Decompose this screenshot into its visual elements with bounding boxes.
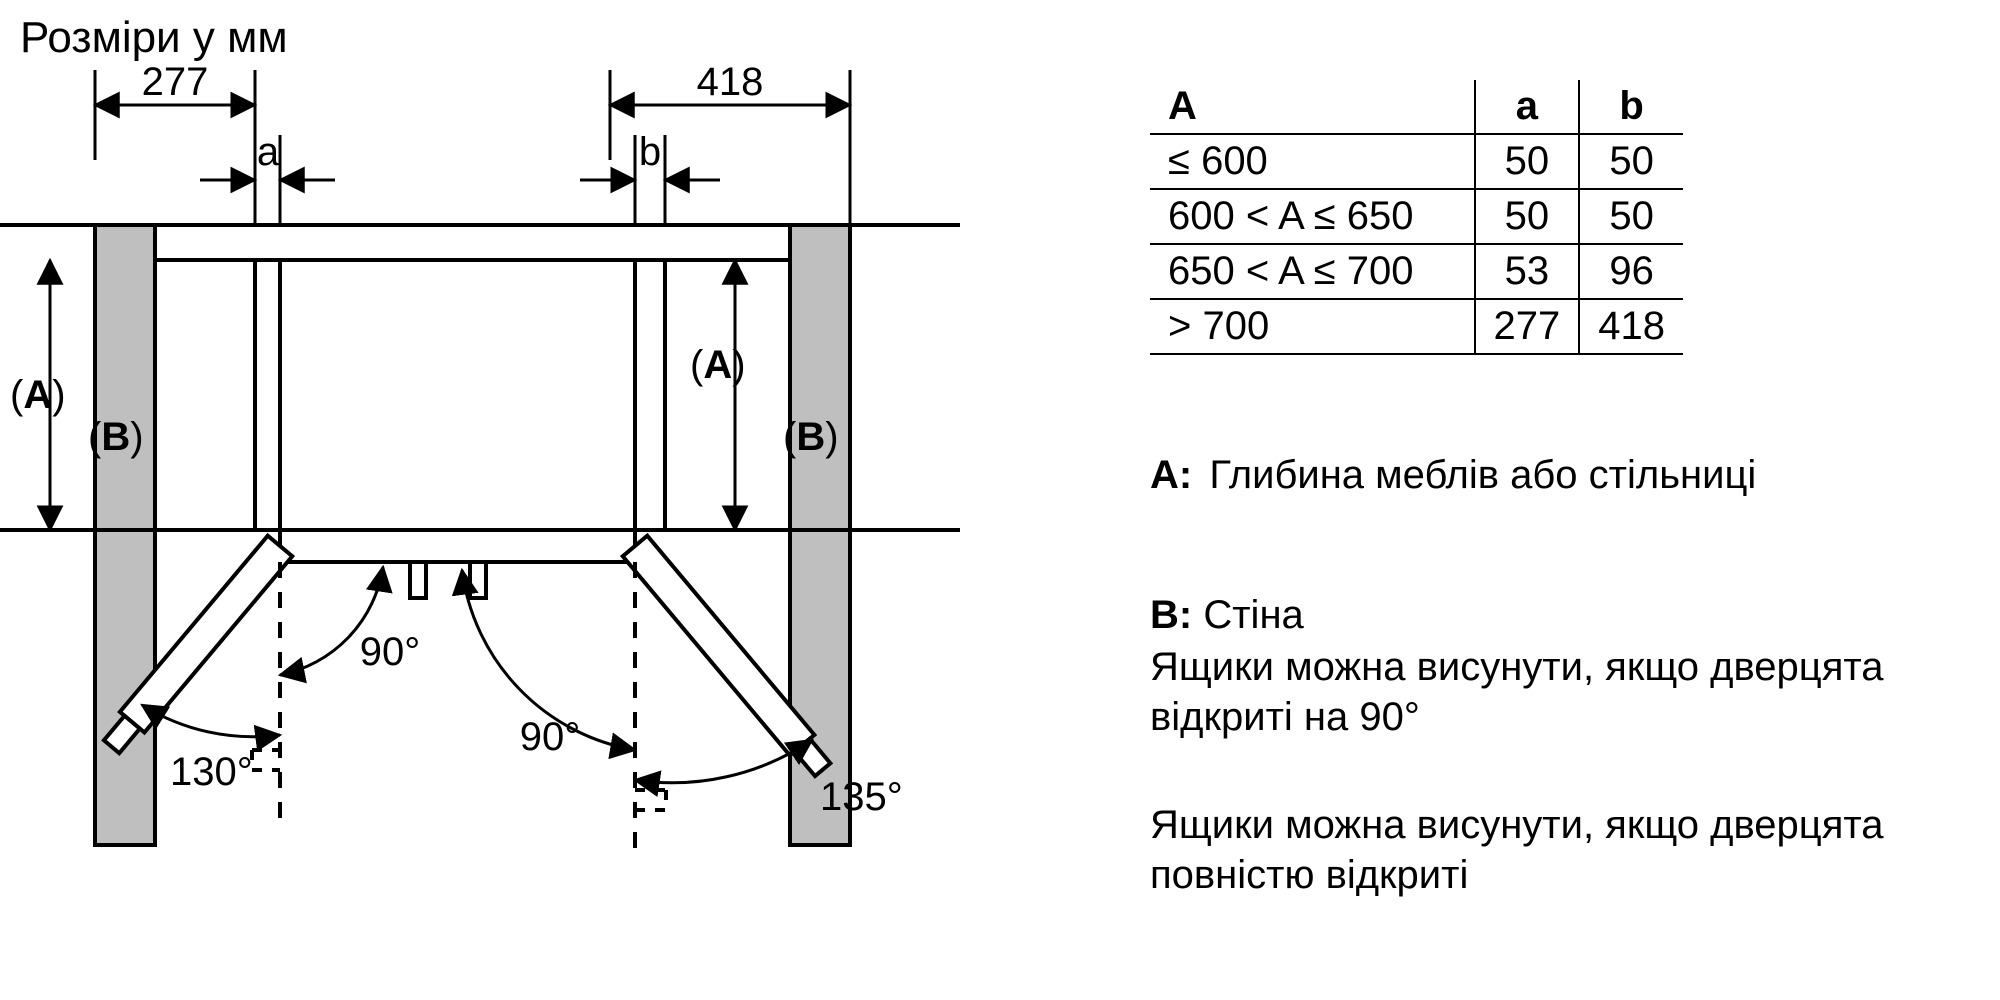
dim-418-label: 418 (697, 60, 764, 104)
installation-diagram: 277 a 418 b (A) (B) (A) (B (0, 50, 1000, 990)
th-a: a (1475, 80, 1580, 134)
legend-B-text: Стіна (1203, 593, 1303, 637)
dim-a-label: a (257, 130, 280, 174)
angle-90-right-label: 90° (520, 715, 581, 759)
cell: 50 (1579, 189, 1683, 244)
A-right-label: (A) (690, 343, 746, 387)
th-A: A (1150, 80, 1475, 134)
legend-B-key: B: (1150, 593, 1192, 637)
legend-A-key: A: (1150, 453, 1192, 497)
cell: > 700 (1150, 299, 1475, 354)
cell: 50 (1475, 189, 1580, 244)
angle-135-label: 135° (820, 775, 903, 819)
cell: 96 (1579, 244, 1683, 299)
cell: 650 < A ≤ 700 (1150, 244, 1475, 299)
angle-90-left-label: 90° (360, 630, 421, 674)
B-right-label: (B) (783, 415, 839, 459)
dim-277-label: 277 (142, 60, 209, 104)
table-row: > 700 277 418 (1150, 299, 1683, 354)
clearance-table: A a b ≤ 600 50 50 600 < A ≤ 650 50 50 65… (1150, 80, 1683, 355)
legend-note2: Ящики можна висунути, якщо дверцята повн… (1150, 800, 1970, 900)
table-header-row: A a b (1150, 80, 1683, 134)
cell: 50 (1475, 134, 1580, 189)
cell: 277 (1475, 299, 1580, 354)
wall-left (95, 225, 155, 845)
cell: 50 (1579, 134, 1683, 189)
legend-B: B: Стіна Ящики можна висунути, якщо двер… (1150, 590, 1970, 742)
legend-A: A: Глибина меблів або стільниці (1150, 450, 1950, 500)
B-left-label: (B) (88, 415, 144, 459)
dim-b-label: b (639, 130, 661, 174)
A-left-label: (A) (10, 373, 66, 417)
table-row: 600 < A ≤ 650 50 50 (1150, 189, 1683, 244)
cell: 418 (1579, 299, 1683, 354)
table-row: ≤ 600 50 50 (1150, 134, 1683, 189)
table-row: 650 < A ≤ 700 53 96 (1150, 244, 1683, 299)
cell: 600 < A ≤ 650 (1150, 189, 1475, 244)
cell: ≤ 600 (1150, 134, 1475, 189)
angle-130-label: 130° (170, 750, 253, 794)
legend-A-text: Глибина меблів або стільниці (1209, 450, 1929, 500)
legend-note1: Ящики можна висунути, якщо дверцята відк… (1150, 642, 1970, 742)
cell: 53 (1475, 244, 1580, 299)
th-b: b (1579, 80, 1683, 134)
